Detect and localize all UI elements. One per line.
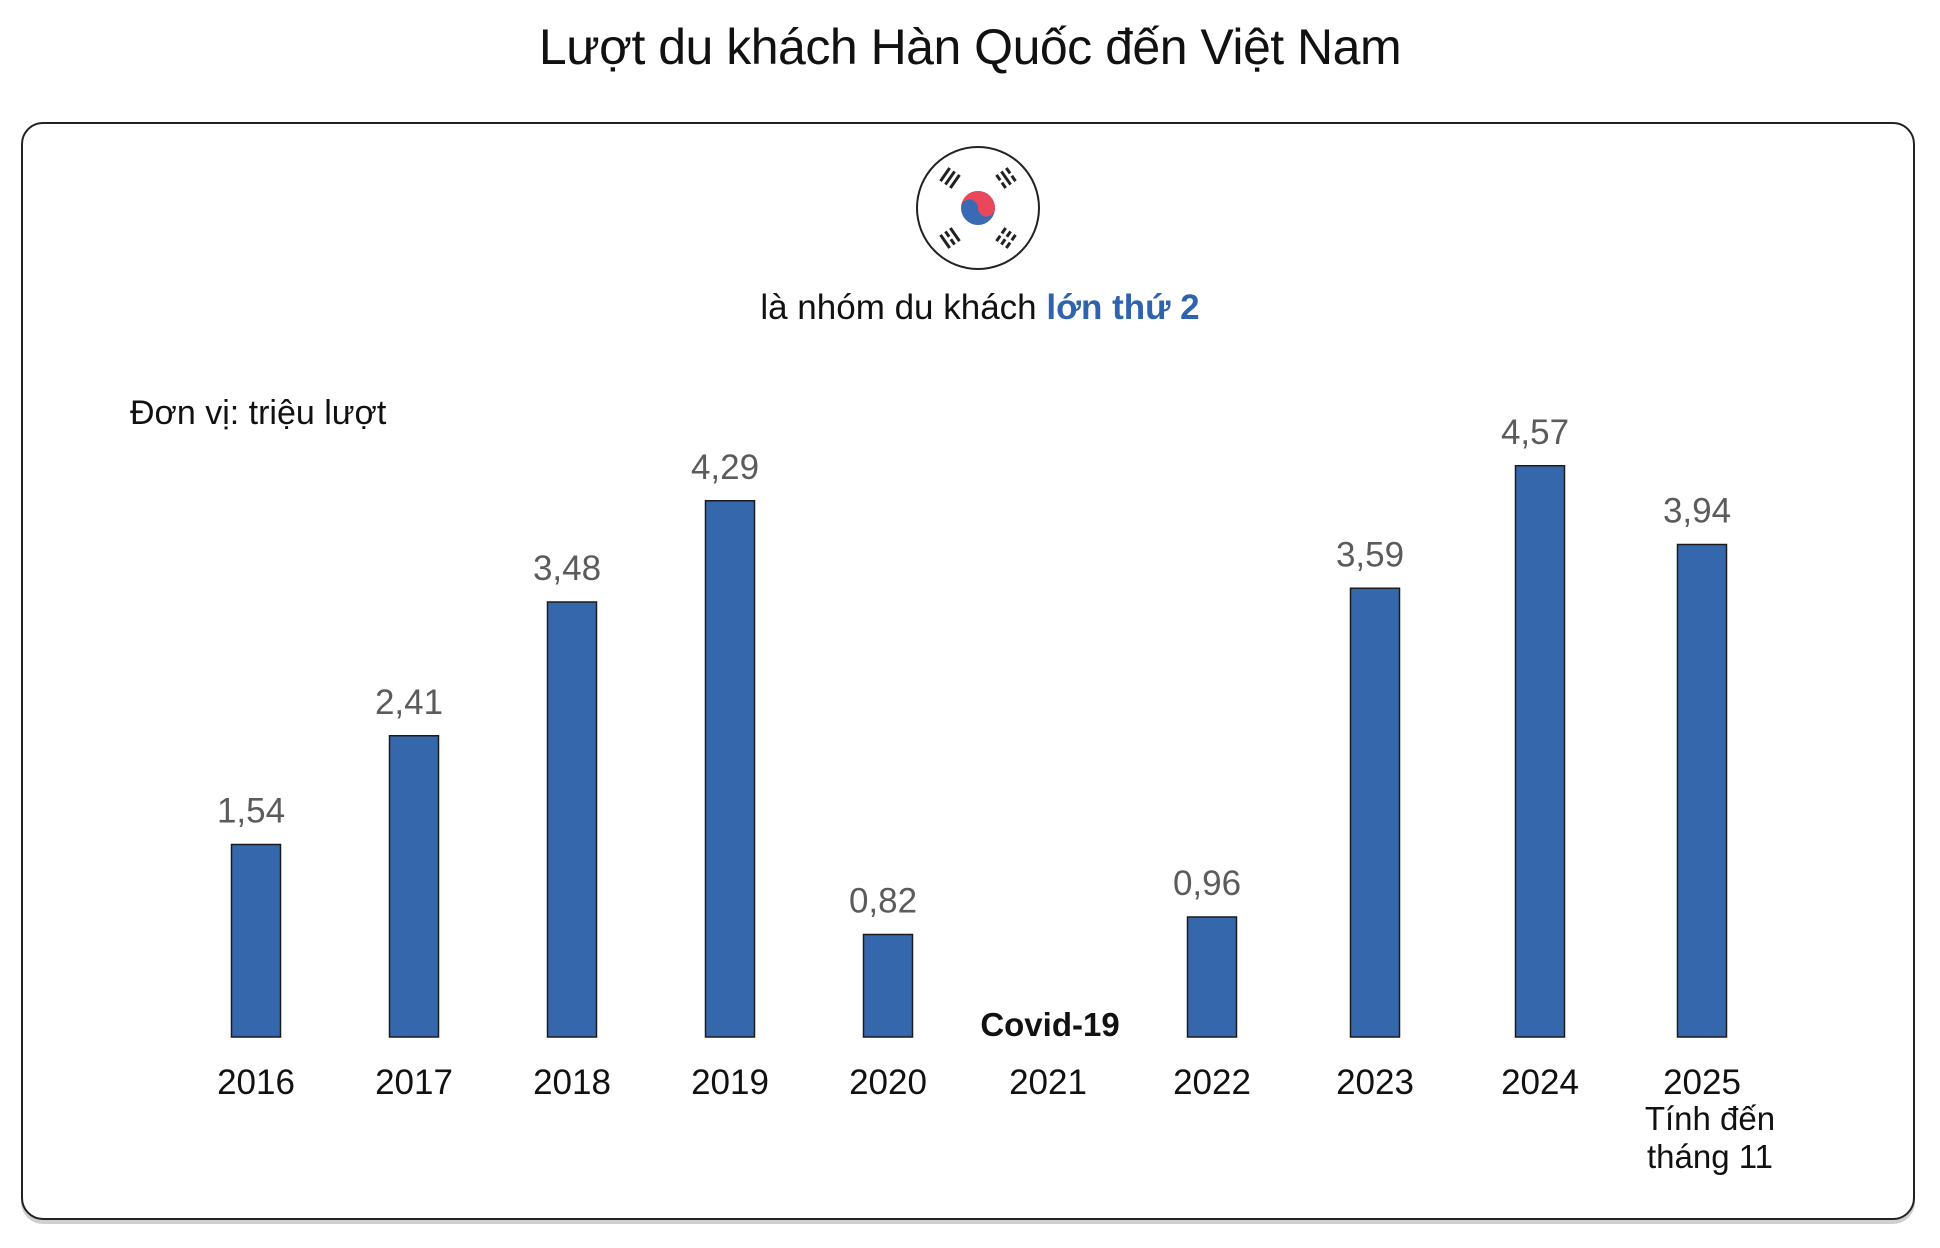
value-label-2025: 3,94 [1663, 492, 1731, 531]
value-label-2022: 0,96 [1173, 864, 1241, 903]
x-tick-label-2023: 2023 [1336, 1063, 1414, 1102]
chart-card [21, 122, 1915, 1220]
bar-2019 [704, 500, 756, 1038]
x-tick-label-2017: 2017 [375, 1063, 453, 1102]
chart-title: Lượt du khách Hàn Quốc đến Việt Nam [538, 19, 1402, 75]
bar-2025 [1676, 543, 1728, 1038]
last-bar-note-line2: tháng 11 [1646, 1138, 1773, 1175]
subtitle: là nhóm du khách lớn thứ 2 [0, 288, 1940, 328]
value-label-2016: 1,54 [217, 792, 285, 831]
value-label-2017: 2,41 [375, 683, 443, 722]
bar-2024 [1514, 465, 1566, 1038]
value-label-2020: 0,82 [849, 882, 917, 921]
x-tick-label-2016: 2016 [217, 1063, 295, 1102]
covid-note: Covid-19 [980, 1006, 1120, 1043]
value-label-2024: 4,57 [1501, 413, 1569, 452]
x-tick-label-2018: 2018 [533, 1063, 611, 1102]
x-tick-label-2024: 2024 [1501, 1063, 1579, 1102]
bar-2017 [388, 735, 440, 1038]
bar-2020 [862, 933, 914, 1038]
x-tick-label-2021: 2021 [1009, 1063, 1087, 1102]
x-tick-label-2022: 2022 [1173, 1063, 1251, 1102]
x-tick-label-2019: 2019 [691, 1063, 769, 1102]
value-label-2018: 3,48 [533, 549, 601, 588]
bar-2023 [1349, 587, 1401, 1038]
value-label-2023: 3,59 [1336, 535, 1404, 574]
subtitle-text: là nhóm du khách [760, 288, 1047, 327]
x-tick-label-2020: 2020 [849, 1063, 927, 1102]
bar-2018 [546, 601, 598, 1038]
bar-2022 [1186, 916, 1238, 1038]
x-tick-label-2025: 2025 [1663, 1063, 1741, 1102]
last-bar-note: Tính đến tháng 11 [1610, 1100, 1810, 1176]
bar-2016 [230, 843, 282, 1038]
subtitle-highlight: lớn thứ 2 [1046, 288, 1200, 327]
value-label-2019: 4,29 [691, 448, 759, 487]
south-korea-flag-icon [916, 146, 1040, 270]
unit-label: Đơn vị: triệu lượt [130, 394, 387, 432]
last-bar-note-line1: Tính đến [1644, 1100, 1776, 1137]
